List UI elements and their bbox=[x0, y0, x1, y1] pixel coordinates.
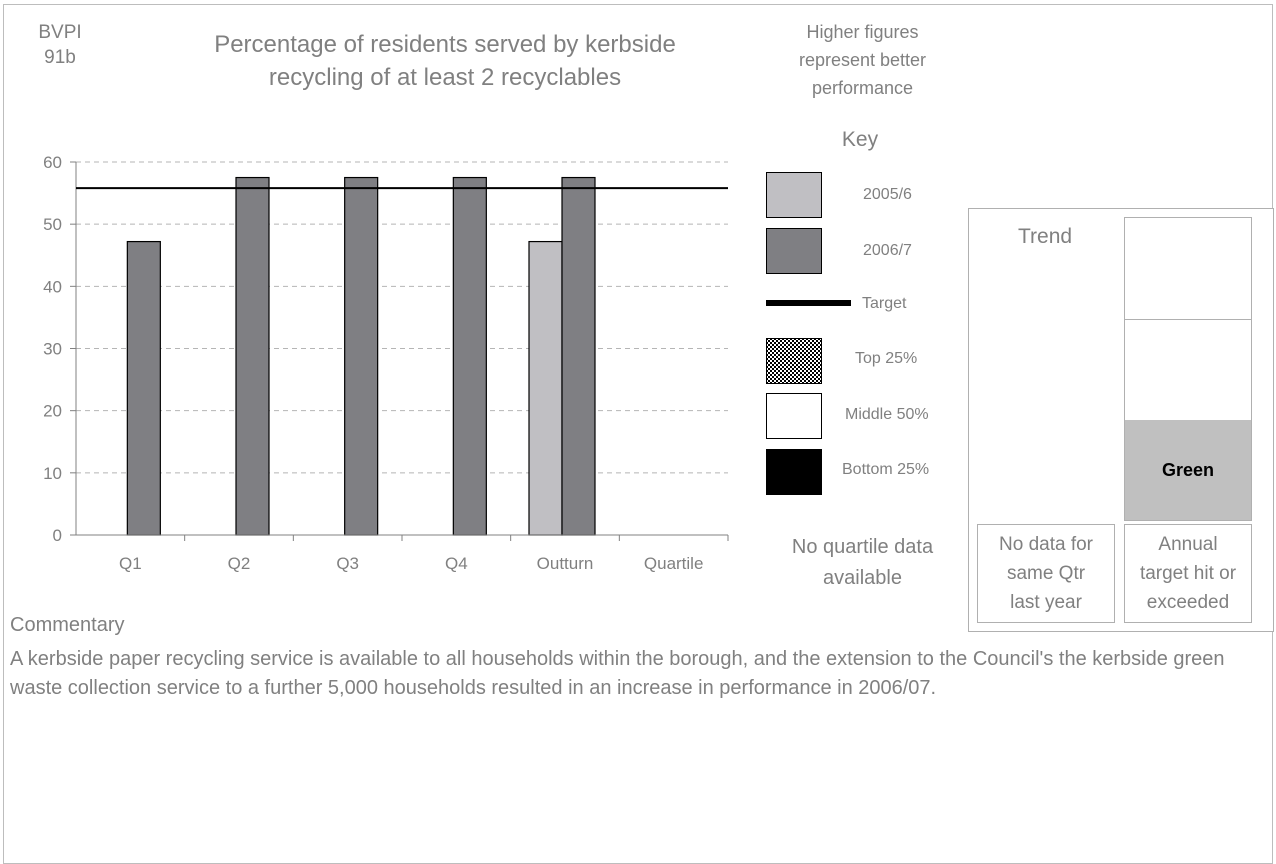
target-note-line2: target hit or bbox=[1139, 563, 1237, 584]
trend-note-line3: last year bbox=[1010, 592, 1082, 613]
y-tick-label: 30 bbox=[43, 340, 62, 359]
bar-2005-6-outturn bbox=[528, 240, 563, 536]
legend-swatch-2006-7 bbox=[766, 228, 822, 274]
y-tick-label: 20 bbox=[43, 402, 62, 421]
quartile-note-line2: available bbox=[823, 567, 902, 589]
bar-2006-7-outturn bbox=[561, 176, 596, 536]
bar-2006-7-q4 bbox=[452, 176, 487, 536]
status-divider-top bbox=[1125, 319, 1251, 320]
target-note-line1: Annual bbox=[1158, 534, 1218, 555]
bar-2006-7-q1 bbox=[126, 240, 161, 536]
legend-label-top-25: Top 25% bbox=[855, 350, 918, 367]
legend-swatch-target bbox=[766, 300, 851, 306]
bvpi-number: 91b bbox=[44, 47, 76, 68]
performance-note-line2: represent better bbox=[798, 50, 927, 70]
chart-title: Percentage of residents served by kerbsi… bbox=[160, 28, 730, 94]
legend-swatch-bottom-25 bbox=[766, 449, 822, 495]
trend-note-box: No data for same Qtr last year bbox=[977, 524, 1115, 623]
legend-label-2005-6: 2005/6 bbox=[863, 186, 912, 203]
y-tick-label: 10 bbox=[43, 464, 62, 483]
bar-2006-7-q3 bbox=[344, 176, 379, 536]
bar-chart: 0 10 20 30 40 50 60 Q1 Q2 Q3 Q4 Outturn Quartile bbox=[43, 153, 729, 573]
performance-note: Higher figures represent better performa… bbox=[770, 18, 955, 102]
legend-swatch-middle-50 bbox=[766, 393, 822, 439]
x-tick-label: Outturn bbox=[537, 554, 594, 573]
y-tick-label: 60 bbox=[43, 153, 62, 172]
legend-swatch-top-25 bbox=[766, 338, 822, 384]
legend-label-middle-50: Middle 50% bbox=[845, 406, 929, 423]
chart-title-line2: recycling of at least 2 recyclables bbox=[268, 64, 622, 91]
status-badge: Green bbox=[1125, 420, 1251, 520]
bvpi-label: BVPI bbox=[38, 22, 82, 43]
y-tick-label: 50 bbox=[43, 215, 62, 234]
x-tick-label: Q1 bbox=[119, 554, 142, 573]
legend-swatch-2005-6 bbox=[766, 172, 822, 218]
performance-note-line3: performance bbox=[811, 78, 914, 98]
target-note-line3: exceeded bbox=[1146, 592, 1230, 613]
y-tick-label: 40 bbox=[43, 277, 62, 296]
trend-note-line1: No data for bbox=[999, 534, 1093, 555]
key-title: Key bbox=[841, 128, 879, 151]
x-tick-label: Quartile bbox=[644, 554, 704, 573]
commentary-text: A kerbside paper recycling service is av… bbox=[10, 648, 1225, 699]
bvpi-code: BVPI 91b bbox=[30, 20, 90, 70]
y-tick-label: 0 bbox=[53, 526, 62, 545]
status-column: Green bbox=[1124, 217, 1252, 521]
quartile-note: No quartile data available bbox=[765, 532, 960, 594]
legend-label-bottom-25: Bottom 25% bbox=[842, 461, 930, 478]
trend-title: Trend bbox=[1018, 225, 1073, 248]
x-tick-label: Q3 bbox=[336, 554, 359, 573]
performance-note-line1: Higher figures bbox=[806, 22, 919, 42]
commentary-title: Commentary bbox=[10, 614, 125, 636]
trend-note-line2: same Qtr bbox=[1006, 563, 1086, 584]
x-tick-label: Q2 bbox=[228, 554, 251, 573]
chart-title-line1: Percentage of residents served by kerbsi… bbox=[214, 31, 676, 58]
legend-label-target: Target bbox=[862, 295, 907, 312]
x-tick-label: Q4 bbox=[445, 554, 468, 573]
legend-label-2006-7: 2006/7 bbox=[863, 242, 912, 259]
quartile-note-line1: No quartile data bbox=[791, 536, 934, 558]
target-note-box: Annual target hit or exceeded bbox=[1124, 524, 1252, 623]
bar-2006-7-q2 bbox=[235, 176, 270, 536]
